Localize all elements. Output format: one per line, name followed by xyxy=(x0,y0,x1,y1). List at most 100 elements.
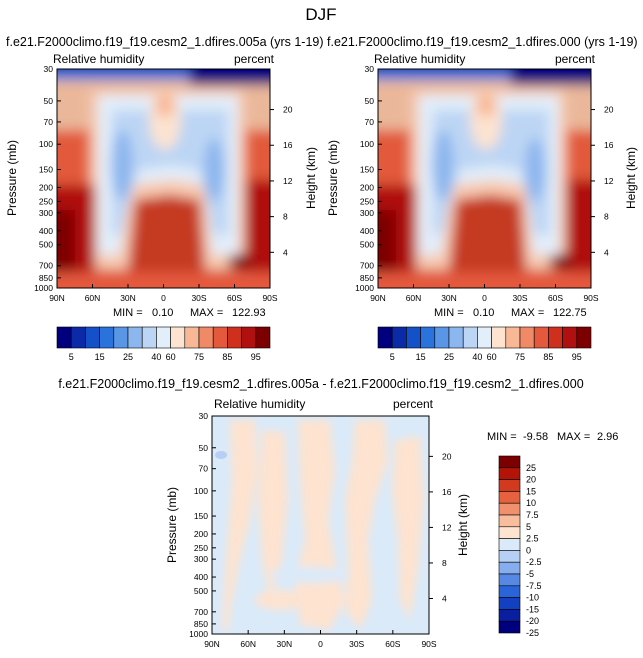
y-tick-label: 70 xyxy=(199,464,209,474)
x-tick-label: 30N xyxy=(441,293,457,303)
colorbar-label: 95 xyxy=(251,352,261,362)
y-tick-label: 1000 xyxy=(189,629,208,639)
colorbar-label: 20 xyxy=(526,475,536,485)
y-tick-label: 30 xyxy=(44,64,54,74)
y-tick-label: 500 xyxy=(39,240,53,250)
colorbar-label: 85 xyxy=(543,352,553,362)
colorbar-swatch xyxy=(377,326,393,349)
x-tick-label: 90S xyxy=(583,293,598,303)
colorbar-swatch xyxy=(498,585,521,598)
panel-left: f.e21.F2000climo.f19_f19.cesm2_1.dfires.… xyxy=(5,35,324,362)
colorbar-swatch xyxy=(498,526,521,539)
x-tick-label: 30S xyxy=(349,639,364,649)
x-tick-label: 0 xyxy=(161,293,166,303)
colorbar-swatch xyxy=(498,609,521,622)
y-tick-label: 700 xyxy=(194,607,208,617)
colorbar-swatch xyxy=(576,326,592,349)
panel-diff-ylabel: Pressure (mb) xyxy=(165,487,179,563)
panel-right-max: 122.75 xyxy=(553,307,587,319)
x-tick-label: 30S xyxy=(191,293,206,303)
panel-right-title: f.e21.F2000climo.f19_f19.cesm2_1.dfires.… xyxy=(327,35,638,49)
colorbar-swatch xyxy=(227,326,242,349)
x-tick-label: 60S xyxy=(385,639,400,649)
y-tick-label: 850 xyxy=(360,273,374,283)
x-tick-label: 30N xyxy=(120,293,136,303)
y-tick-label: 100 xyxy=(194,486,208,496)
y2-tick-label: 4 xyxy=(283,247,288,257)
y-tick-label: 300 xyxy=(360,208,374,218)
colorbar-label: 5 xyxy=(390,352,395,362)
y2-tick-label: 8 xyxy=(442,558,447,568)
y-tick-label: 50 xyxy=(199,443,209,453)
colorbar-label: 15 xyxy=(526,486,536,496)
colorbar-swatch xyxy=(198,326,214,349)
colorbar-swatch xyxy=(241,326,257,349)
x-tick-label: 30S xyxy=(512,293,527,303)
colorbar-swatch xyxy=(533,326,549,349)
panel-left-max-label: MAX = xyxy=(190,307,223,319)
panel-left-max: 122.93 xyxy=(232,307,266,319)
y-tick-label: 1000 xyxy=(355,283,374,293)
panel-right-axes: 90N 60N 30N 0 30S 60S 90S 30 50 70 100 150 200 250 300… xyxy=(355,64,614,303)
panel-diff-var-label: Relative humidity xyxy=(214,397,305,411)
colorbar-swatch xyxy=(498,491,521,504)
panel-diff-y2label: Height (km) xyxy=(456,494,470,556)
y-tick-label: 150 xyxy=(194,511,208,521)
colorbar-swatch xyxy=(498,597,521,610)
panel-diff-max: 2.96 xyxy=(597,431,618,443)
colorbar-swatch xyxy=(498,467,521,480)
colorbar-label: 75 xyxy=(515,352,525,362)
colorbar-swatch xyxy=(498,455,521,469)
colorbar-swatch xyxy=(184,326,200,349)
panel-left-title: f.e21.F2000climo.f19_f19.cesm2_1.dfires.… xyxy=(6,35,324,49)
colorbar-swatch xyxy=(434,326,450,349)
panel-diff-min-label: MIN = xyxy=(487,431,517,443)
colorbar-label: 15 xyxy=(95,352,105,362)
y-tick-label: 50 xyxy=(44,96,54,106)
colorbar-swatch xyxy=(156,326,171,349)
colorbar-swatch xyxy=(505,326,521,349)
y-tick-label: 500 xyxy=(360,240,374,250)
colorbar-label: -10 xyxy=(526,593,539,603)
x-tick-label: 60N xyxy=(406,293,422,303)
colorbar-swatch xyxy=(498,561,521,575)
panel-right-min: 0.10 xyxy=(473,307,494,319)
colorbar-label: -2.5 xyxy=(526,557,542,567)
y-tick-label: 1000 xyxy=(34,283,53,293)
colorbar-label: 5 xyxy=(526,522,531,532)
y-tick-label: 200 xyxy=(194,529,208,539)
colorbar-swatch xyxy=(462,326,478,349)
colorbar-swatch xyxy=(491,326,507,349)
colorbar-swatch xyxy=(498,514,521,528)
y-tick-label: 100 xyxy=(360,139,374,149)
x-tick-label: 90N xyxy=(370,293,386,303)
y2-tick-label: 16 xyxy=(604,140,614,150)
y-tick-label: 30 xyxy=(365,64,375,74)
colorbar-label: 40 xyxy=(472,352,482,362)
x-tick-label: 30N xyxy=(277,639,293,649)
panel-left-field xyxy=(57,69,270,288)
y-tick-label: 850 xyxy=(194,619,208,629)
colorbar-label: 10 xyxy=(526,498,536,508)
y-tick-label: 850 xyxy=(39,273,53,283)
figure-title: DJF xyxy=(305,5,336,24)
colorbar-swatch xyxy=(498,573,521,587)
y-tick-label: 70 xyxy=(44,117,54,127)
panel-diff-max-label: MAX = xyxy=(557,431,590,443)
panel-right-units-label: percent xyxy=(555,52,596,66)
y-tick-label: 50 xyxy=(365,96,375,106)
colorbar-swatch xyxy=(406,326,421,349)
y-tick-label: 250 xyxy=(39,196,53,206)
panel-diff-stats: MIN = -9.58 MAX = 2.96 xyxy=(487,431,618,443)
y-tick-label: 400 xyxy=(360,226,374,236)
panel-left-ylabel: Pressure (mb) xyxy=(5,140,19,216)
panel-diff: f.e21.F2000climo.f19_f19.cesm2_1.dfires.… xyxy=(58,377,618,649)
y2-tick-label: 12 xyxy=(604,176,614,186)
y-tick-label: 400 xyxy=(39,226,53,236)
x-tick-label: 60S xyxy=(227,293,242,303)
colorbar-label: 15 xyxy=(416,352,426,362)
y2-tick-label: 8 xyxy=(283,212,288,222)
panel-diff-field xyxy=(212,416,429,634)
x-tick-label: 90N xyxy=(204,639,220,649)
